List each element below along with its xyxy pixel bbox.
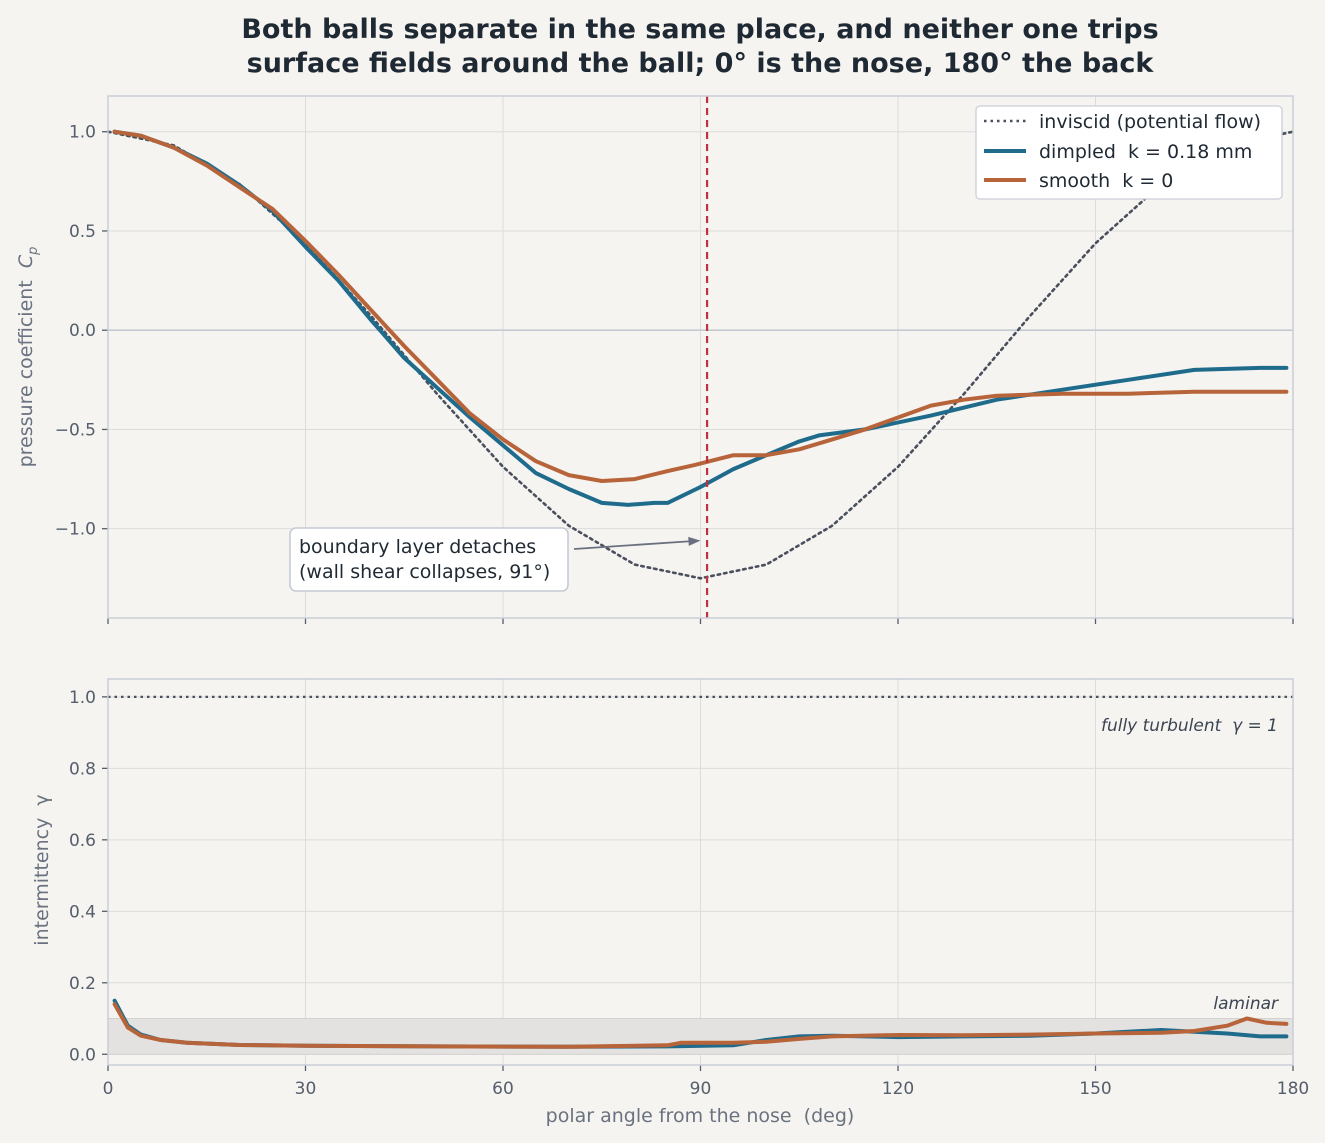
annotation-arrowhead (688, 536, 701, 546)
x-tick-label-0: 0 (103, 1079, 114, 1099)
legend-label-smooth: smooth k = 0 (1039, 170, 1173, 192)
laminar-note: laminar (1213, 994, 1279, 1014)
cp-panel: 1.0 0.5 0.0 −0.5 −1.0 boundary layer detache… (15, 95, 1295, 624)
cp-y-tick-label-2: 0.0 (69, 321, 96, 341)
cp-y-tick-label-0: 1.0 (69, 123, 96, 143)
cp-y-axis-label-text: pressure coefficient (15, 268, 37, 467)
cp-y-tick-label-3: −0.5 (55, 420, 96, 440)
chart-title-line-2: surface fields around the ball; 0° is th… (247, 48, 1155, 79)
annotation-box (289, 527, 569, 592)
cp-y-tick-label-1: 0.5 (69, 222, 96, 242)
x-tick-label-180: 180 (1277, 1079, 1309, 1099)
legend-label-inviscid: inviscid (potential flow) (1039, 111, 1261, 133)
x-tick-label-150: 150 (1079, 1079, 1111, 1099)
cp-series-smooth (112, 129, 1289, 483)
legend-box (975, 105, 1283, 200)
cp-plot-frame (107, 95, 1294, 619)
annotation-arrow (573, 540, 689, 550)
annotation-line-2: (wall shear collapses, 91°) (299, 561, 550, 583)
separation-annotation: boundary layer detaches (wall shear coll… (289, 527, 701, 592)
intermittency-y-axis-label-text: intermittency γ (31, 794, 53, 945)
intermittency-y-axis-label: intermittency γ (31, 794, 53, 945)
cp-y-tick-label-4: −1.0 (55, 520, 96, 540)
laminar-band (107, 1018, 1294, 1055)
intermittency-y-tick-label-4: 0.8 (69, 759, 96, 779)
cp-series-inviscid (106, 130, 1295, 580)
cp-symbol: C (15, 254, 37, 268)
cp-y-axis-label: pressure coefficient Cp (15, 247, 41, 468)
intermittency-plot-frame (107, 678, 1294, 1066)
x-tick-label-90: 90 (690, 1079, 712, 1099)
intermittency-y-tick-label-2: 0.4 (69, 902, 96, 922)
cp-y-ticks: 1.0 0.5 0.0 −0.5 −1.0 (55, 123, 108, 540)
intermittency-y-tick-label-3: 0.6 (69, 831, 96, 851)
legend-label-dimpled: dimpled k = 0.18 mm (1039, 141, 1252, 163)
x-tick-label-60: 60 (492, 1079, 514, 1099)
intermittency-series (112, 998, 1289, 1049)
intermittency-series-smooth (112, 1002, 1289, 1049)
x-tick-label-30: 30 (295, 1079, 317, 1099)
cp-series (106, 129, 1295, 580)
intermittency-x-ticks: 0 30 60 90 120 150 180 (103, 1065, 1309, 1099)
x-axis-label: polar angle from the nose (deg) (546, 1105, 855, 1127)
intermittency-y-tick-label-1: 0.2 (69, 974, 96, 994)
intermittency-y-tick-label-0: 0.0 (69, 1045, 96, 1065)
fully-turbulent-note: fully turbulent γ = 1 (1101, 716, 1278, 736)
cp-x-ticks (107, 618, 1294, 624)
legend: inviscid (potential flow) dimpled k = 0.… (975, 105, 1283, 200)
intermittency-panel: 0.0 0.2 0.4 0.6 0.8 1.0 0 30 60 90 120 150 180 full… (31, 678, 1309, 1127)
annotation-line-1: boundary layer detaches (299, 536, 536, 558)
chart-title-line-1: Both balls separate in the same place, a… (241, 14, 1158, 45)
intermittency-y-tick-label-5: 1.0 (69, 688, 96, 708)
intermittency-y-ticks: 0.0 0.2 0.4 0.6 0.8 1.0 (69, 688, 108, 1065)
cp-subscript: p (26, 247, 41, 256)
x-tick-label-120: 120 (882, 1079, 914, 1099)
